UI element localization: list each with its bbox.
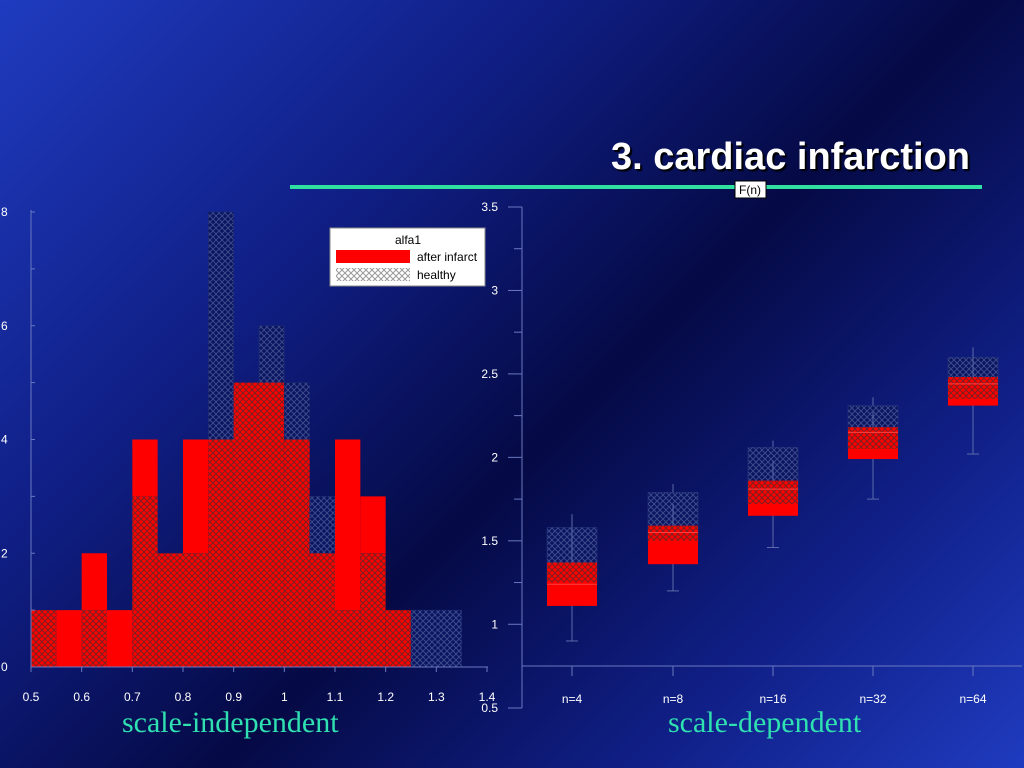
- hist-bar-healthy: [436, 609, 462, 668]
- box-y-tick-label: 1: [491, 617, 498, 631]
- hist-y-tick-label: 8: [1, 205, 8, 219]
- box-y-tick-label: 2: [491, 450, 498, 464]
- box-x-tick-label: n=8: [663, 692, 684, 706]
- box-overlap: [648, 525, 698, 541]
- hist-bar-after-infarct: [81, 553, 107, 611]
- hist-x-tick-label: 0.5: [23, 690, 40, 704]
- hist-bar-healthy: [208, 211, 234, 440]
- hist-bar-after-infarct: [335, 439, 361, 611]
- boxplot-marks: [546, 347, 999, 642]
- hist-x-tick-label: 0.6: [73, 690, 90, 704]
- box-overlap: [547, 562, 597, 583]
- hist-x-tick-label: 1.4: [479, 690, 496, 704]
- hist-x-tick-label: 0.8: [175, 690, 192, 704]
- box-overlap: [748, 480, 798, 505]
- hist-bar-overlap: [233, 382, 259, 667]
- hist-bar-overlap: [31, 610, 57, 667]
- box-x-tick-label: n=4: [562, 692, 583, 706]
- hist-x-tick-label: 1: [281, 690, 288, 704]
- histogram-bars: [31, 211, 462, 668]
- box-x-tick-label: n=64: [959, 692, 986, 706]
- boxplot-y-ticks: 0.5 1 1.5 2 2.5 3 3.5: [481, 200, 522, 715]
- hist-bar-overlap: [259, 382, 285, 667]
- title-underline: [290, 185, 982, 189]
- box-y-tick-label: 0.5: [481, 701, 498, 715]
- hist-bar-healthy: [410, 609, 437, 668]
- legend-title: alfa1: [395, 233, 421, 247]
- legend-label-after-infarct: after infarct: [417, 250, 478, 264]
- histogram-chart: 0.5 0.6 0.7 0.8 0.9 1 1.1 1.2 1.3 1.4 0 2 4 6 8 alfa1…: [1, 205, 496, 704]
- slide-title: 3. cardiac infarction: [610, 136, 970, 178]
- boxplot-chart: 0.5 1 1.5 2 2.5 3 3.5 n=4 n=8 n=16 n=32 n=64 F(n): [481, 180, 1022, 715]
- hist-bar-overlap: [385, 610, 411, 667]
- legend-label-healthy: healthy: [417, 268, 456, 282]
- hist-bar-overlap: [335, 610, 361, 667]
- hist-x-tick-label: 0.7: [124, 690, 141, 704]
- caption-scale-independent: scale-independent: [122, 706, 339, 739]
- hist-bar-after-infarct: [56, 610, 82, 667]
- histogram-legend: alfa1 after infarct healthy: [329, 227, 486, 287]
- hist-bar-healthy: [258, 325, 285, 383]
- box-x-tick-label: n=16: [759, 692, 786, 706]
- hist-bar-after-infarct: [107, 610, 133, 667]
- hist-bar-overlap: [183, 553, 209, 667]
- legend-swatch-after-infarct: [336, 250, 410, 263]
- hist-bar-overlap: [284, 439, 310, 667]
- hist-bar-healthy: [284, 382, 310, 440]
- hist-bar-after-infarct: [132, 439, 158, 497]
- box-x-tick-label: n=32: [859, 692, 886, 706]
- hist-bar-healthy: [309, 496, 336, 554]
- hist-bar-overlap: [208, 439, 234, 667]
- legend-swatch-healthy: [336, 268, 410, 281]
- hist-x-tick-label: 1.2: [377, 690, 394, 704]
- hist-bar-overlap: [132, 496, 158, 667]
- hist-x-tick-label: 1.1: [327, 690, 344, 704]
- caption-scale-dependent: scale-dependent: [668, 706, 862, 739]
- hist-x-tick-label: 0.9: [225, 690, 242, 704]
- hist-y-tick-label: 4: [1, 433, 8, 447]
- box-overlap: [948, 377, 998, 399]
- hist-bar-after-infarct: [360, 496, 386, 554]
- hist-y-tick-label: 0: [1, 660, 8, 674]
- y-axis-label: F(n): [739, 183, 761, 197]
- y-axis-label-box: [734, 180, 767, 199]
- boxplot-x-ticks: n=4 n=8 n=16 n=32 n=64: [562, 666, 987, 706]
- hist-y-tick-label: 2: [1, 546, 8, 560]
- box-y-tick-label: 2.5: [481, 367, 498, 381]
- box-overlap: [848, 427, 898, 450]
- hist-y-tick-label: 6: [1, 319, 8, 333]
- histogram-y-ticks: 0 2 4 6 8: [1, 205, 35, 674]
- hist-bar-after-infarct: [183, 439, 209, 554]
- hist-bar-overlap: [309, 553, 335, 667]
- hist-x-tick-label: 1.3: [428, 690, 445, 704]
- box-y-tick-label: 3.5: [481, 200, 498, 214]
- histogram-x-ticks: 0.5 0.6 0.7 0.8 0.9 1 1.1 1.2 1.3 1.4: [23, 667, 496, 704]
- hist-bar-overlap: [81, 610, 107, 667]
- box-y-tick-label: 1.5: [481, 534, 498, 548]
- hist-bar-overlap: [157, 553, 183, 667]
- box-y-tick-label: 3: [491, 283, 498, 297]
- hist-bar-overlap: [360, 553, 386, 667]
